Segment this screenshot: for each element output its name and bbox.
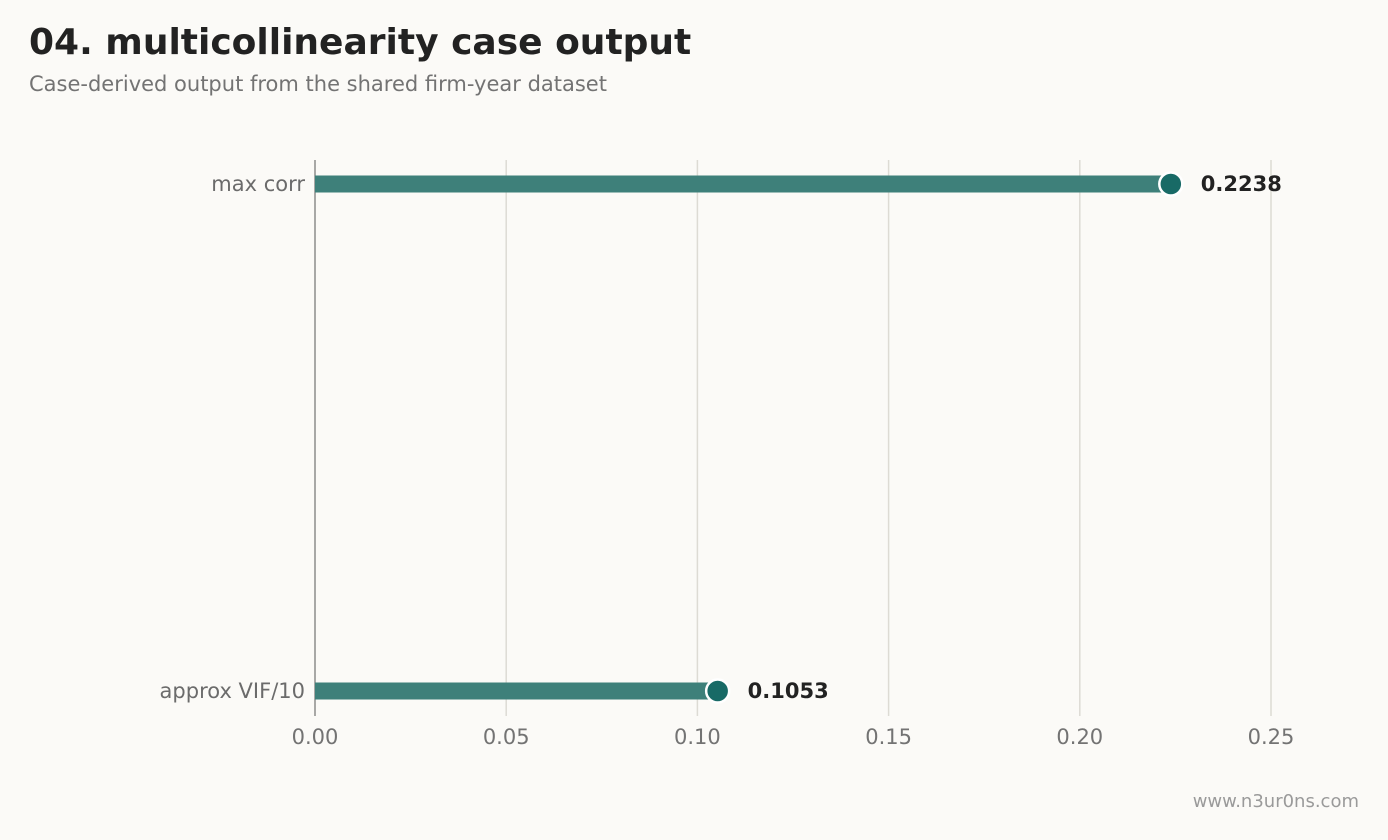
x-tick-label: 0.10 — [674, 725, 721, 749]
grid-lines — [505, 160, 1272, 716]
chart-title: 04. multicollinearity case output — [29, 22, 692, 63]
x-tick-label: 0.15 — [865, 725, 912, 749]
x-tick-label: 0.05 — [483, 725, 530, 749]
value-label: 0.2238 — [1201, 172, 1282, 196]
value-label: 0.1053 — [748, 679, 829, 703]
category-label: max corr — [211, 172, 305, 196]
category-label: approx VIF/10 — [160, 679, 305, 703]
chart-subtitle: Case-derived output from the shared firm… — [29, 72, 607, 96]
bars — [315, 171, 1184, 704]
x-tick-label: 0.20 — [1056, 725, 1103, 749]
x-tick-label: 0.25 — [1248, 725, 1295, 749]
data-point — [1158, 171, 1184, 197]
data-point — [704, 678, 731, 704]
x-tick-label: 0.00 — [292, 725, 339, 749]
labels: 0.00 0.05 0.10 0.15 0.20 0.25 max corr 0.2238 ap… — [160, 172, 1295, 749]
watermark: www.n3ur0ns.com — [1192, 791, 1359, 812]
